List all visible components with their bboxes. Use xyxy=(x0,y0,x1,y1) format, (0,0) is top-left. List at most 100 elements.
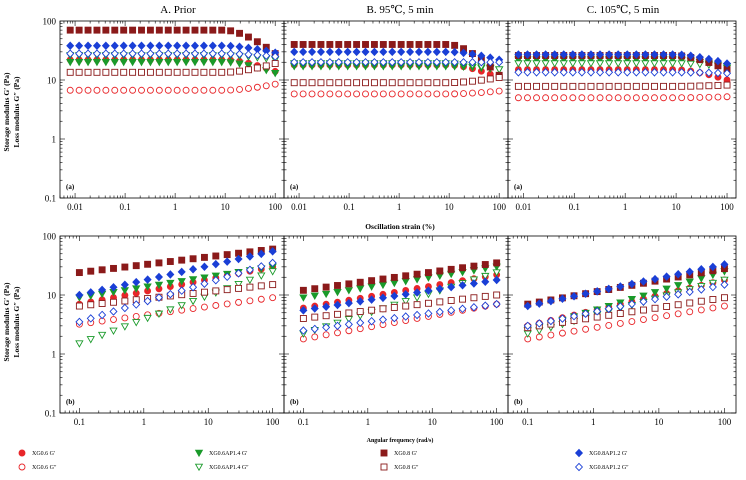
data-point xyxy=(137,41,146,51)
data-point xyxy=(641,50,650,59)
legend-marker xyxy=(194,449,204,458)
data-point xyxy=(235,49,244,59)
data-point xyxy=(83,58,93,67)
data-point xyxy=(650,50,659,59)
data-point xyxy=(218,86,226,94)
data-point xyxy=(541,50,550,59)
data-point xyxy=(458,304,467,314)
data-point xyxy=(532,68,541,77)
data-point xyxy=(352,47,361,57)
data-point xyxy=(470,262,478,270)
data-point xyxy=(110,264,117,272)
data-point xyxy=(212,302,220,309)
data-point xyxy=(413,270,421,278)
data-point xyxy=(668,50,677,59)
data-point xyxy=(143,283,152,291)
data-point xyxy=(129,26,137,34)
data-point xyxy=(326,90,334,98)
data-point xyxy=(316,47,325,57)
data-point xyxy=(199,41,208,51)
data-point xyxy=(173,49,182,58)
data-point xyxy=(605,50,614,59)
data-point xyxy=(388,57,397,67)
data-point xyxy=(696,82,704,90)
data-point xyxy=(705,93,713,101)
data-point xyxy=(344,79,352,87)
data-point xyxy=(651,82,658,90)
data-point xyxy=(495,74,503,82)
data-point xyxy=(138,86,145,94)
data-point xyxy=(370,41,378,48)
y-tick-label: 100 xyxy=(43,232,57,242)
data-point xyxy=(299,41,307,48)
x-tick-label: 10 xyxy=(672,202,682,212)
data-point xyxy=(75,317,84,327)
data-point xyxy=(234,280,243,289)
data-point xyxy=(101,41,110,51)
legend: XG0.6 G′ XG0.6 G″ XG0.6AP1.4 G′ XG0.6AP1.4 … xyxy=(18,448,629,472)
data-point xyxy=(356,297,365,306)
data-point xyxy=(84,68,92,76)
data-point xyxy=(662,292,671,301)
data-point xyxy=(379,57,388,67)
data-point xyxy=(322,283,330,291)
data-point xyxy=(322,312,330,320)
data-point xyxy=(627,279,636,289)
data-point xyxy=(290,57,299,67)
data-point xyxy=(132,262,140,270)
data-point xyxy=(200,26,208,34)
data-point xyxy=(697,285,706,294)
data-point xyxy=(155,26,163,34)
data-point xyxy=(200,262,209,271)
data-point xyxy=(212,252,220,260)
data-point xyxy=(709,304,717,312)
data-point xyxy=(460,78,467,86)
data-point xyxy=(623,82,631,90)
y-tick-label: 1 xyxy=(52,350,57,360)
data-point xyxy=(209,68,217,76)
data-point xyxy=(442,41,450,48)
data-point xyxy=(686,299,694,307)
data-point xyxy=(678,94,686,102)
data-point xyxy=(433,41,441,48)
data-point xyxy=(432,57,441,67)
panel-C-b: 0.1 1 10 100 (b) xyxy=(507,235,737,427)
data-point xyxy=(388,41,396,48)
data-point xyxy=(641,60,650,68)
data-point xyxy=(235,284,243,292)
data-point xyxy=(596,68,605,77)
data-point xyxy=(268,247,277,256)
data-point xyxy=(235,60,244,68)
data-point xyxy=(326,79,334,87)
data-point xyxy=(110,49,119,58)
legend-label: XG0.8 G″ xyxy=(394,465,419,471)
legend-item: XG0.6 G′ xyxy=(18,449,56,457)
data-point xyxy=(120,26,128,34)
data-point xyxy=(138,68,145,76)
data-point xyxy=(723,93,731,101)
data-point xyxy=(523,321,532,331)
data-point xyxy=(290,90,298,98)
data-point xyxy=(651,274,660,284)
data-point xyxy=(182,41,191,51)
data-point xyxy=(128,49,137,58)
data-point xyxy=(714,81,722,89)
data-point xyxy=(189,305,197,313)
data-point xyxy=(577,68,586,77)
data-point xyxy=(257,249,266,259)
data-point xyxy=(379,275,387,283)
data-point xyxy=(414,47,424,57)
data-point xyxy=(605,321,613,329)
data-point xyxy=(402,272,410,280)
data-point xyxy=(459,57,468,67)
data-point xyxy=(674,290,683,299)
data-point xyxy=(674,301,682,309)
data-point xyxy=(605,311,613,319)
x-tick-label: 1 xyxy=(366,417,371,427)
data-point xyxy=(388,47,397,57)
data-point xyxy=(469,279,478,288)
data-point xyxy=(481,272,490,281)
data-point xyxy=(290,79,298,87)
data-point xyxy=(155,259,163,267)
data-point xyxy=(469,77,476,85)
